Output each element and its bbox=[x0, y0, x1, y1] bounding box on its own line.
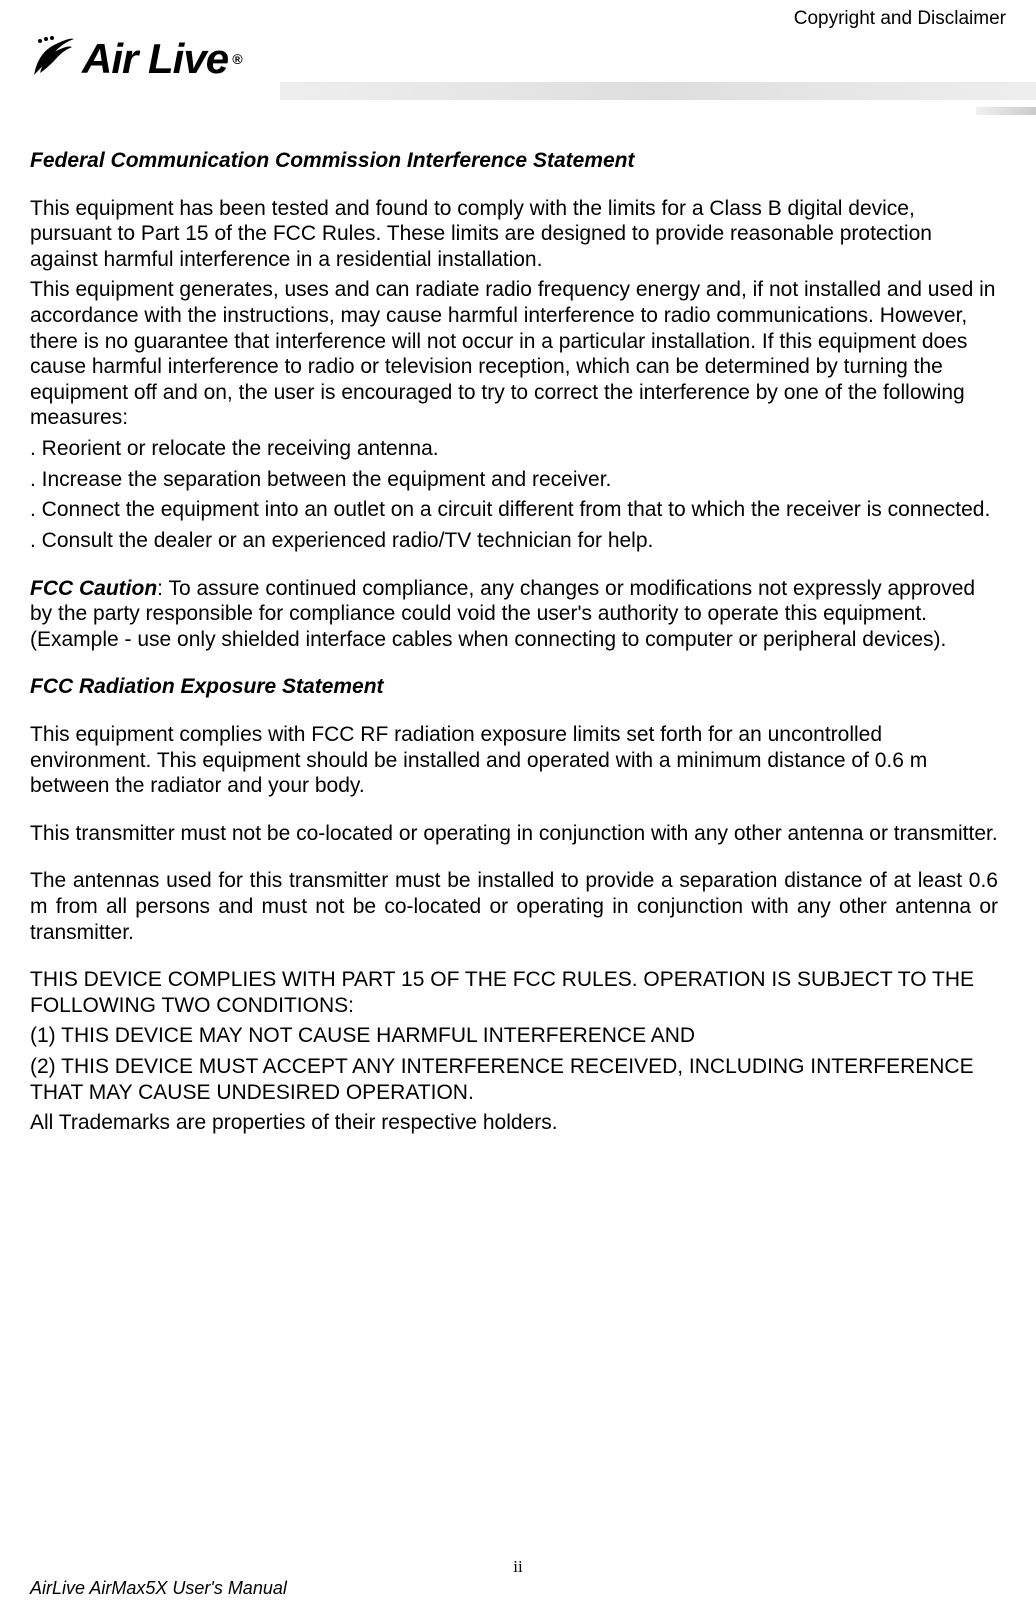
bullet-item: . Increase the separation between the eq… bbox=[30, 467, 998, 493]
header-divider-bar bbox=[280, 82, 1036, 100]
bullet-item: . Reorient or relocate the receiving ant… bbox=[30, 436, 998, 462]
fcc-caution-label: FCC Caution bbox=[30, 577, 157, 600]
paragraph: This equipment has been tested and found… bbox=[30, 196, 998, 273]
compliance-condition-2: (2) THIS DEVICE MUST ACCEPT ANY INTERFER… bbox=[30, 1054, 998, 1105]
page-footer: ii AirLive AirMax5X User's Manual bbox=[0, 1561, 1036, 1601]
paragraph: This equipment complies with FCC RF radi… bbox=[30, 722, 998, 799]
paragraph: This transmitter must not be co-located … bbox=[30, 821, 998, 847]
header-title: Copyright and Disclaimer bbox=[794, 8, 1006, 30]
bullet-item: . Connect the equipment into an outlet o… bbox=[30, 497, 998, 523]
brand-logo: Air Live ® bbox=[30, 35, 241, 83]
document-body: Federal Communication Commission Interfe… bbox=[0, 120, 1036, 1136]
trademarks-notice: All Trademarks are properties of their r… bbox=[30, 1110, 998, 1136]
fcc-radiation-heading: FCC Radiation Exposure Statement bbox=[30, 674, 998, 700]
logo-swoosh-icon bbox=[30, 35, 76, 81]
compliance-statement: THIS DEVICE COMPLIES WITH PART 15 OF THE… bbox=[30, 967, 998, 1018]
footer-manual-title: AirLive AirMax5X User's Manual bbox=[30, 1578, 287, 1599]
compliance-condition-1: (1) THIS DEVICE MAY NOT CAUSE HARMFUL IN… bbox=[30, 1023, 998, 1049]
logo-text: Air Live ® bbox=[82, 35, 241, 83]
fcc-interference-heading: Federal Communication Commission Interfe… bbox=[30, 148, 998, 174]
fcc-caution-paragraph: FCC Caution: To assure continued complia… bbox=[30, 576, 998, 653]
header-accent-bar bbox=[976, 107, 1036, 115]
logo-wordmark: Air Live bbox=[82, 35, 228, 83]
paragraph: This equipment generates, uses and can r… bbox=[30, 277, 998, 431]
page-number: ii bbox=[513, 1557, 522, 1577]
registered-trademark-icon: ® bbox=[232, 51, 241, 67]
paragraph: The antennas used for this transmitter m… bbox=[30, 868, 998, 945]
page-header: Copyright and Disclaimer Air Live ® bbox=[0, 0, 1036, 120]
bullet-item: . Consult the dealer or an experienced r… bbox=[30, 528, 998, 554]
fcc-caution-text: : To assure continued compliance, any ch… bbox=[30, 577, 975, 651]
